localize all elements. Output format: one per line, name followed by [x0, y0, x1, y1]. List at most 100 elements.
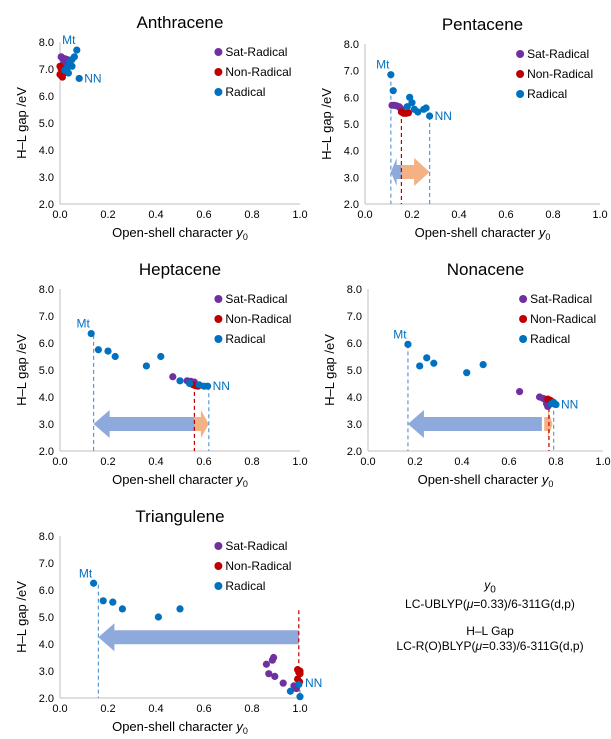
- data-point-sat-radical: [515, 388, 524, 396]
- gap-method-mu: μ: [475, 639, 483, 654]
- chart-title: Triangulene: [135, 507, 224, 526]
- method-note: y0 LC-UBLYP(μ=0.33)/6-311G(d,p) H–L Gap …: [380, 578, 600, 666]
- y-tick-label: 3.0: [39, 419, 54, 431]
- chart-panel-0: Anthracene 2.0 3.0 4.0 5.0 6.0 7.0 8.0 0.0 0.2 0.4…: [14, 13, 308, 242]
- data-point-sat-radical: [262, 660, 270, 668]
- x-tick-label: 0.2: [100, 209, 115, 221]
- x-tick-label: 0.8: [545, 209, 560, 221]
- x-tick-label: 0.8: [548, 456, 563, 468]
- x-tick-label: 0.0: [52, 456, 67, 468]
- data-point-radical: [64, 69, 72, 77]
- data-point-radical: [422, 104, 430, 112]
- legend-label-sat: Sat-Radical: [225, 539, 287, 553]
- x-tick-label: 1.0: [292, 209, 307, 221]
- y0-method-pre: LC-UBLYP(: [405, 597, 467, 612]
- legend-label-rad: Radical: [527, 87, 567, 101]
- y0-symbol-line: y0: [380, 578, 600, 597]
- x-axis-label: Open-shell character y0: [418, 472, 554, 489]
- x-tick-label: 0.8: [244, 456, 259, 468]
- shift-arrow: [407, 410, 542, 438]
- x-tick-label: 0.6: [498, 209, 513, 221]
- legend-label-non: Non-Radical: [225, 559, 291, 573]
- legend-label-rad: Radical: [225, 332, 265, 346]
- y-tick-label: 3.0: [39, 172, 54, 184]
- annotation-label: Mt: [62, 33, 76, 47]
- legend-label-sat: Sat-Radical: [527, 47, 589, 61]
- legend-label-sat: Sat-Radical: [225, 292, 287, 306]
- x-tick-label: 0.0: [360, 456, 375, 468]
- annotation-label: NN: [305, 676, 322, 690]
- x-tick-label: 0.6: [196, 456, 211, 468]
- x-tick-label: 1.0: [595, 456, 610, 468]
- data-point-non-radical: [404, 109, 413, 117]
- shift-arrow: [401, 158, 430, 186]
- data-point-radical: [90, 579, 98, 587]
- data-point-radical: [154, 613, 162, 621]
- y-axis-label: H–L gap /eV: [319, 88, 334, 160]
- chart-panel-2: Heptacene 2.0 3.0 4.0 5.0 6.0 7.0 8.0 0.0 0.2 0.4 0…: [14, 260, 308, 489]
- annotation-label: NN: [84, 71, 101, 85]
- x-tick-label: 0.6: [196, 209, 211, 221]
- y0-symbol: y: [484, 578, 491, 592]
- x-tick-label: 1.0: [292, 456, 307, 468]
- legend-label-sat: Sat-Radical: [225, 45, 287, 59]
- x-axis-label: Open-shell character y0: [112, 719, 248, 736]
- x-tick-label: 0.0: [52, 209, 67, 221]
- annotation-label: Mt: [77, 317, 91, 331]
- y-axis-label: H–L gap /eV: [322, 334, 337, 406]
- legend-marker-rad: [214, 582, 223, 590]
- data-point-sat-radical: [279, 679, 287, 687]
- legend-marker-rad: [519, 335, 528, 343]
- x-tick-label: 0.4: [451, 209, 466, 221]
- data-point-non-radical: [296, 667, 304, 675]
- x-tick-label: 0.0: [52, 703, 67, 715]
- data-point-radical: [403, 103, 411, 111]
- data-point-radical: [414, 108, 422, 116]
- y-tick-label: 3.0: [344, 172, 359, 184]
- data-point-radical: [87, 329, 95, 338]
- shift-arrow: [390, 158, 402, 186]
- y-tick-label: 5.0: [39, 365, 54, 377]
- data-point-sat-radical: [169, 373, 177, 381]
- y-axis-label: H–L gap /eV: [14, 87, 29, 159]
- data-point-radical: [296, 693, 304, 701]
- y-tick-label: 8.0: [347, 284, 362, 296]
- y-tick-label: 5.0: [347, 365, 362, 377]
- y-tick-label: 6.0: [39, 585, 54, 597]
- data-point-radical: [387, 71, 395, 79]
- data-point-sat-radical: [270, 653, 278, 662]
- data-point-sat-radical: [265, 670, 273, 678]
- data-point-radical: [99, 597, 107, 605]
- legend-marker-rad: [214, 88, 223, 96]
- data-point-radical: [479, 361, 487, 369]
- y-axis-label: H–L gap /eV: [14, 334, 29, 406]
- y-tick-label: 2.0: [344, 199, 359, 211]
- x-tick-label: 0.6: [501, 456, 516, 468]
- data-point-radical: [286, 687, 294, 695]
- y-tick-label: 4.0: [39, 145, 54, 157]
- legend-marker-sat: [214, 295, 223, 303]
- data-point-radical: [463, 369, 471, 377]
- x-tick-label: 0.2: [404, 209, 419, 221]
- y-tick-label: 5.0: [39, 118, 54, 130]
- shift-arrow: [98, 623, 299, 652]
- y-tick-label: 8.0: [39, 284, 54, 296]
- data-point-radical: [416, 362, 424, 370]
- chart-panel-1: Pentacene 2.0 3.0 4.0 5.0 6.0 7.0 8.0 0.0 0.2 0.4 0…: [319, 15, 608, 242]
- chart-panel-3: Nonacene 2.0 3.0 4.0 5.0 6.0 7.0 8.0 0.0 0.2 0.4 0.…: [322, 260, 611, 489]
- data-point-radical: [73, 46, 81, 54]
- x-tick-label: 0.2: [100, 703, 115, 715]
- y-tick-label: 3.0: [347, 419, 362, 431]
- y-tick-label: 4.0: [39, 392, 54, 404]
- data-point-radical: [404, 340, 412, 348]
- y-tick-label: 2.0: [39, 199, 54, 211]
- legend-label-sat: Sat-Radical: [530, 292, 592, 306]
- x-tick-label: 1.0: [292, 703, 307, 715]
- y-tick-label: 5.0: [39, 612, 54, 624]
- data-point-radical: [142, 362, 150, 370]
- y-tick-label: 7.0: [39, 64, 54, 76]
- chart-title: Pentacene: [442, 15, 523, 34]
- data-point-radical: [94, 346, 102, 354]
- annotation-label: NN: [435, 109, 452, 123]
